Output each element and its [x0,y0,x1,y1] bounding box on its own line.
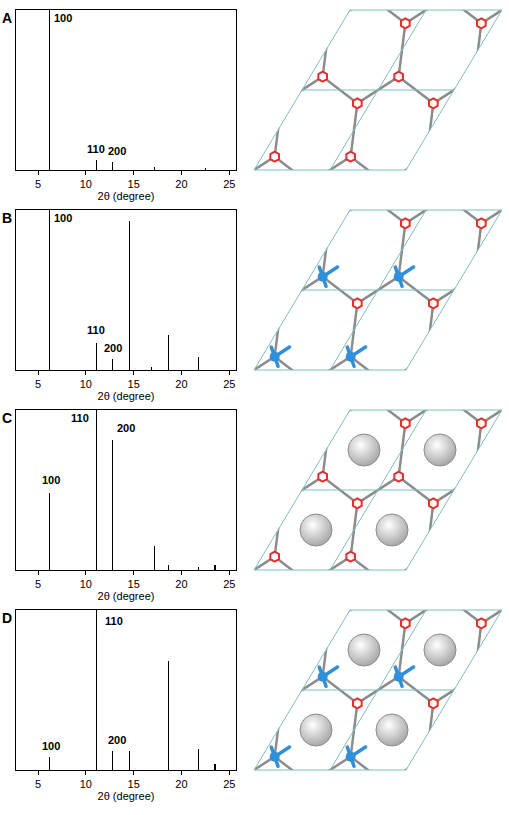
svg-text:10: 10 [80,178,92,190]
svg-text:2θ (degree): 2θ (degree) [98,590,155,602]
svg-text:C: C [2,410,12,426]
svg-text:200: 200 [108,145,126,157]
svg-text:20: 20 [175,578,187,590]
svg-text:100: 100 [54,212,72,224]
svg-text:D: D [2,610,12,626]
svg-text:5: 5 [35,378,41,390]
svg-text:110: 110 [87,143,105,155]
svg-text:110: 110 [105,615,123,627]
svg-text:10: 10 [80,778,92,790]
svg-text:200: 200 [104,342,122,354]
svg-text:100: 100 [42,474,60,486]
svg-text:5: 5 [35,778,41,790]
svg-text:2θ (degree): 2θ (degree) [98,190,155,202]
svg-text:100: 100 [54,12,72,24]
svg-text:B: B [2,210,12,226]
svg-text:15: 15 [128,578,140,590]
svg-text:200: 200 [117,422,135,434]
svg-text:100: 100 [42,740,60,752]
svg-text:25: 25 [223,578,235,590]
svg-text:110: 110 [71,412,89,424]
svg-text:20: 20 [175,778,187,790]
svg-text:10: 10 [80,578,92,590]
svg-text:15: 15 [128,778,140,790]
svg-text:15: 15 [128,178,140,190]
svg-text:25: 25 [223,178,235,190]
svg-text:5: 5 [35,178,41,190]
svg-text:10: 10 [80,378,92,390]
svg-text:15: 15 [128,378,140,390]
svg-text:20: 20 [175,378,187,390]
svg-text:25: 25 [223,778,235,790]
svg-text:200: 200 [108,734,126,746]
svg-text:5: 5 [35,578,41,590]
svg-text:110: 110 [87,324,105,336]
svg-text:A: A [2,10,12,26]
svg-text:20: 20 [175,178,187,190]
svg-text:2θ (degree): 2θ (degree) [98,790,155,802]
svg-text:2θ (degree): 2θ (degree) [98,390,155,402]
svg-text:25: 25 [223,378,235,390]
